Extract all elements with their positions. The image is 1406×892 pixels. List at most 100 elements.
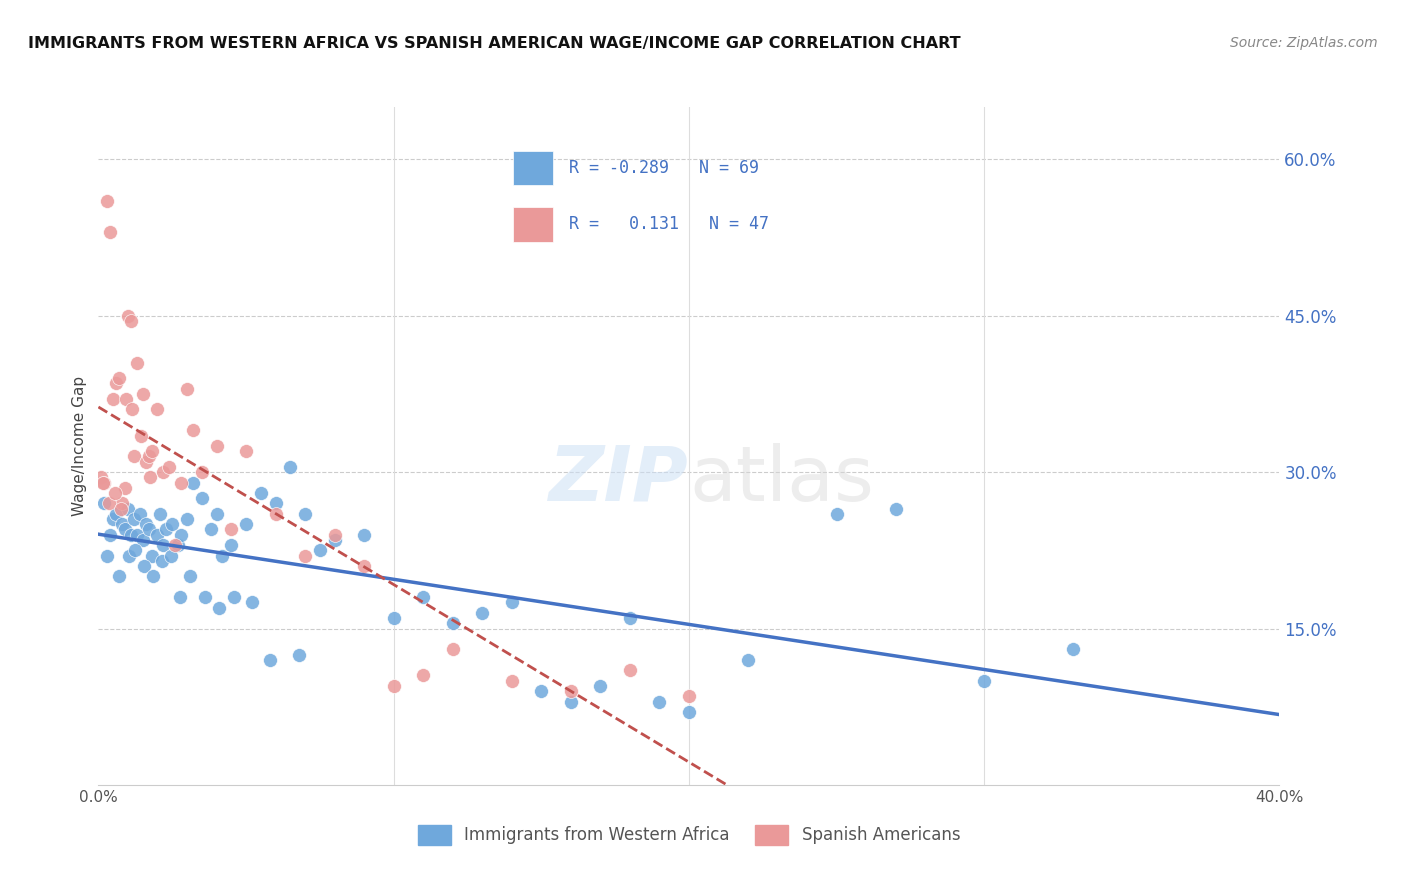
Point [205,507,228,521]
Point [114,523,136,537]
Point [132,533,155,547]
Point [152,538,174,552]
Point [191,491,214,505]
Point [103,392,125,406]
Point [165,538,187,552]
Point [205,439,228,453]
Point [589,679,612,693]
Point [108,569,131,583]
Point [159,549,181,563]
Point [412,591,434,605]
Point [221,538,243,552]
Point [104,486,127,500]
Point [678,690,700,704]
Point [111,496,134,510]
Point [884,501,907,516]
Point [111,517,134,532]
Point [288,648,311,662]
Point [152,465,174,479]
Point [382,679,405,693]
Point [138,450,160,464]
Point [973,673,995,688]
Point [240,595,263,609]
Point [96,549,118,563]
Point [157,459,180,474]
Point [176,512,198,526]
Point [170,475,193,490]
Point [91,475,114,490]
Point [122,512,145,526]
Point [250,486,273,500]
Point [90,470,112,484]
Point [170,527,193,541]
Point [135,517,157,532]
Point [114,481,136,495]
Point [138,523,160,537]
Point [142,569,165,583]
Point [96,194,118,208]
Point [97,496,120,510]
Point [501,595,523,609]
Point [441,616,464,631]
Point [98,527,121,541]
Point [441,642,464,657]
Point [98,225,121,239]
Point [124,543,146,558]
Point [412,668,434,682]
Point [235,517,257,532]
Point [530,684,553,698]
Point [353,527,375,541]
Text: atlas: atlas [689,443,873,516]
Point [134,558,156,573]
Point [200,523,222,537]
Point [176,382,198,396]
Point [309,543,332,558]
Point [149,507,172,521]
Point [560,694,582,708]
Point [121,402,143,417]
Point [103,512,125,526]
Point [162,517,183,532]
Point [353,558,375,573]
Point [169,591,191,605]
Point [825,507,848,521]
Point [194,591,217,605]
Point [93,475,115,490]
Point [105,507,128,521]
Legend: Immigrants from Western Africa, Spanish Americans: Immigrants from Western Africa, Spanish … [411,819,967,851]
Point [619,611,641,625]
Point [619,663,641,677]
Point [146,402,169,417]
Point [141,549,163,563]
Point [129,428,152,442]
Point [280,459,302,474]
Point [471,606,494,620]
Point [294,549,316,563]
Point [294,507,316,521]
Point [155,523,177,537]
Point [128,507,150,521]
Point [264,496,287,510]
Point [501,673,523,688]
Point [208,600,231,615]
Text: Source: ZipAtlas.com: Source: ZipAtlas.com [1230,36,1378,50]
Point [737,653,759,667]
Point [323,527,346,541]
Point [259,653,281,667]
Point [120,314,142,328]
Point [105,376,128,391]
Y-axis label: Wage/Income Gap: Wage/Income Gap [72,376,87,516]
Point [139,470,162,484]
Point [125,527,148,541]
Point [191,465,214,479]
Point [224,591,246,605]
Point [135,455,157,469]
Point [132,387,155,401]
Point [122,450,145,464]
Point [1062,642,1084,657]
Point [211,549,233,563]
Point [115,392,138,406]
Point [125,355,148,369]
Point [181,475,204,490]
Point [93,496,115,510]
